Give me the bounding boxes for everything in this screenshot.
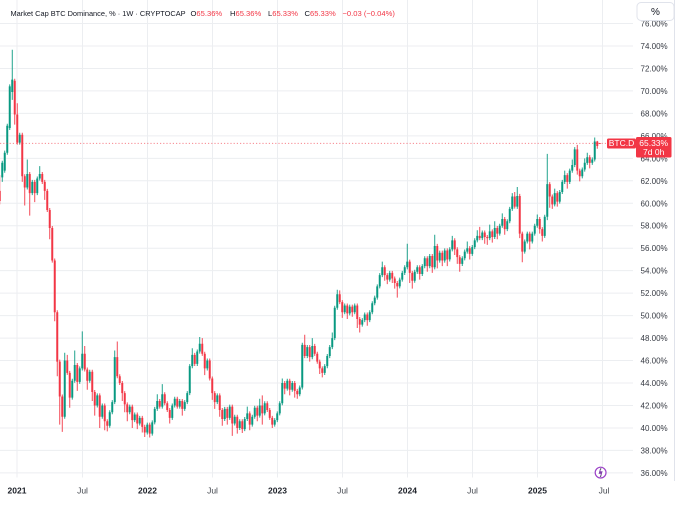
svg-text:52.00%: 52.00% <box>641 289 668 298</box>
svg-text:Jul: Jul <box>467 486 478 496</box>
svg-text:54.00%: 54.00% <box>641 267 668 276</box>
svg-text:62.00%: 62.00% <box>641 177 668 186</box>
svg-text:Jul: Jul <box>207 486 218 496</box>
svg-text:2024: 2024 <box>398 486 417 496</box>
svg-text:72.00%: 72.00% <box>641 64 668 73</box>
svg-text:46.00%: 46.00% <box>641 357 668 366</box>
svg-text:44.00%: 44.00% <box>641 379 668 388</box>
svg-text:58.00%: 58.00% <box>641 222 668 231</box>
svg-text:40.00%: 40.00% <box>641 424 668 433</box>
svg-text:66.00%: 66.00% <box>641 132 668 141</box>
svg-text:38.00%: 38.00% <box>641 446 668 455</box>
svg-text:74.00%: 74.00% <box>641 42 668 51</box>
svg-text:60.00%: 60.00% <box>641 199 668 208</box>
svg-text:48.00%: 48.00% <box>641 334 668 343</box>
svg-text:2025: 2025 <box>528 486 547 496</box>
svg-text:Jul: Jul <box>599 486 610 496</box>
svg-text:68.00%: 68.00% <box>641 109 668 118</box>
svg-text:2022: 2022 <box>138 486 157 496</box>
svg-text:C65.33%: C65.33% <box>305 9 336 18</box>
svg-text:H65.36%: H65.36% <box>230 9 261 18</box>
svg-text:7d 0h: 7d 0h <box>643 147 665 157</box>
svg-text:70.00%: 70.00% <box>641 87 668 96</box>
svg-text:Jul: Jul <box>77 486 88 496</box>
svg-text:BTC.D: BTC.D <box>609 138 635 148</box>
svg-text:−0.03 (−0.04%): −0.03 (−0.04%) <box>343 9 396 18</box>
svg-text:36.00%: 36.00% <box>641 469 668 478</box>
svg-text:65.33%: 65.33% <box>639 138 668 148</box>
svg-text:42.00%: 42.00% <box>641 401 668 410</box>
svg-text:50.00%: 50.00% <box>641 312 668 321</box>
svg-text:O65.36%: O65.36% <box>191 9 223 18</box>
svg-text:L65.33%: L65.33% <box>268 9 298 18</box>
svg-text:56.00%: 56.00% <box>641 244 668 253</box>
svg-text:2021: 2021 <box>8 486 27 496</box>
svg-text:%: % <box>651 7 660 18</box>
svg-text:76.00%: 76.00% <box>641 20 668 29</box>
svg-text:Market Cap BTC Dominance, % ·: Market Cap BTC Dominance, % · 1W · CRYPT… <box>11 9 186 18</box>
svg-text:Jul: Jul <box>337 486 348 496</box>
svg-text:2023: 2023 <box>268 486 287 496</box>
svg-text:64.00%: 64.00% <box>641 154 668 163</box>
